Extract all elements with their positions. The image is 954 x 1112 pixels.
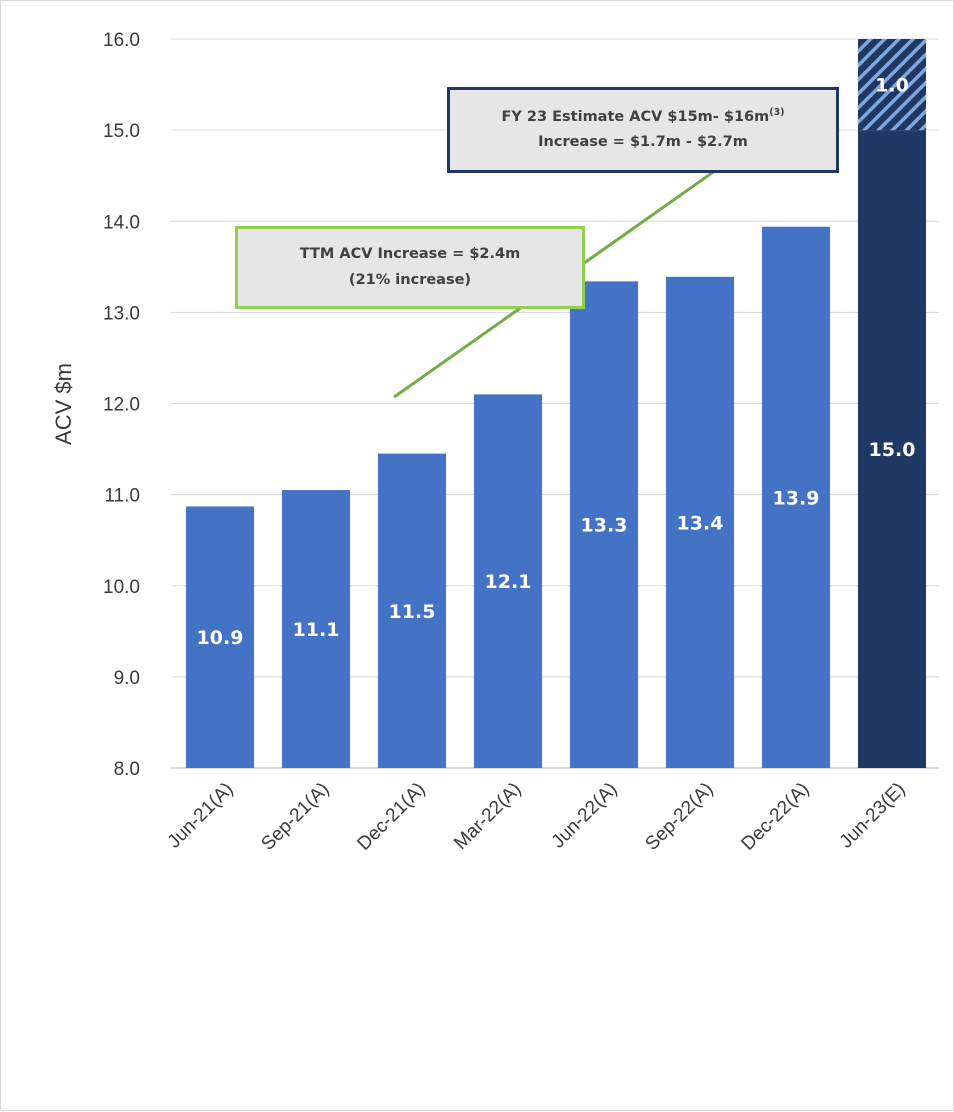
- bar-data-label: 11.1: [293, 619, 340, 641]
- x-category-label: Jun-23(E): [836, 779, 910, 853]
- estimate-line-2: Increase = $1.7m - $2.7m: [538, 134, 748, 150]
- x-category-label: Dec-21(A): [353, 779, 429, 855]
- bar-data-label: 12.1: [485, 571, 532, 593]
- bar-actual: [474, 394, 542, 768]
- y-axis-ticks: 8.0 9.0 10.0 11.0 12.0 13.0 14.0 15.0 16.0: [103, 30, 140, 780]
- bar-actual: [186, 506, 254, 768]
- ttm-line-2: (21% increase): [348, 271, 472, 288]
- estimate-line-1: FY 23 Estimate ACV $15m- $16m(3): [501, 105, 784, 130]
- x-category-label: Sep-21(A): [257, 779, 333, 855]
- bar-actual: [666, 276, 734, 768]
- ttm-line-1: TTM ACV Increase = $2.4m: [299, 246, 521, 263]
- x-category-label: Jun-22(A): [548, 779, 622, 853]
- x-category-label: Mar-22(A): [450, 779, 525, 854]
- bar-actual: [378, 453, 446, 768]
- increment-data-label: 1.0: [875, 75, 909, 97]
- estimate-line-1-main: FY 23 Estimate ACV $15m- $16m: [501, 108, 770, 125]
- y-tick-label: 10.0: [103, 577, 140, 598]
- bar-data-label: 15.0: [869, 439, 916, 461]
- y-tick-label: 16.0: [103, 30, 140, 51]
- bar-actual: [570, 281, 638, 768]
- y-tick-label: 12.0: [103, 395, 140, 416]
- bar-data-label: 11.5: [389, 601, 436, 623]
- x-category-label: Sep-22(A): [641, 779, 717, 855]
- bar-data-label: 13.9: [773, 487, 820, 509]
- bars: [186, 39, 926, 768]
- y-tick-label: 11.0: [104, 486, 140, 507]
- bar-data-label: 10.9: [197, 627, 244, 649]
- y-tick-label: 9.0: [114, 668, 140, 689]
- fy23-estimate-annotation: FY 23 Estimate ACV $15m- $16m(3) Increas…: [447, 87, 839, 173]
- bar-data-label: 13.3: [581, 515, 628, 537]
- bar-estimate-increment: [858, 39, 926, 131]
- footnote-marker: (3): [769, 106, 785, 118]
- y-tick-label: 13.0: [103, 303, 140, 324]
- y-tick-label: 14.0: [103, 212, 140, 233]
- y-tick-label: 8.0: [114, 759, 140, 780]
- x-axis-categories: Jun-21(A) Sep-21(A) Dec-21(A) Mar-22(A) Jun-…: [164, 779, 910, 855]
- bar-data-label: 13.4: [677, 512, 724, 534]
- x-category-label: Jun-21(A): [164, 779, 238, 853]
- bar-actual: [282, 490, 350, 768]
- bar-data-labels: 10.9 11.1 11.5 12.1 13.3 13.4 13.9 15.0 1.0: [197, 75, 916, 650]
- bar-estimate: [858, 130, 926, 768]
- bar-actual: [762, 226, 830, 768]
- y-tick-label: 15.0: [103, 121, 140, 142]
- ttm-increase-annotation: TTM ACV Increase = $2.4m (21% increase): [235, 226, 585, 309]
- x-category-label: Dec-22(A): [737, 779, 813, 855]
- y-axis-title: ACV $m: [51, 363, 76, 445]
